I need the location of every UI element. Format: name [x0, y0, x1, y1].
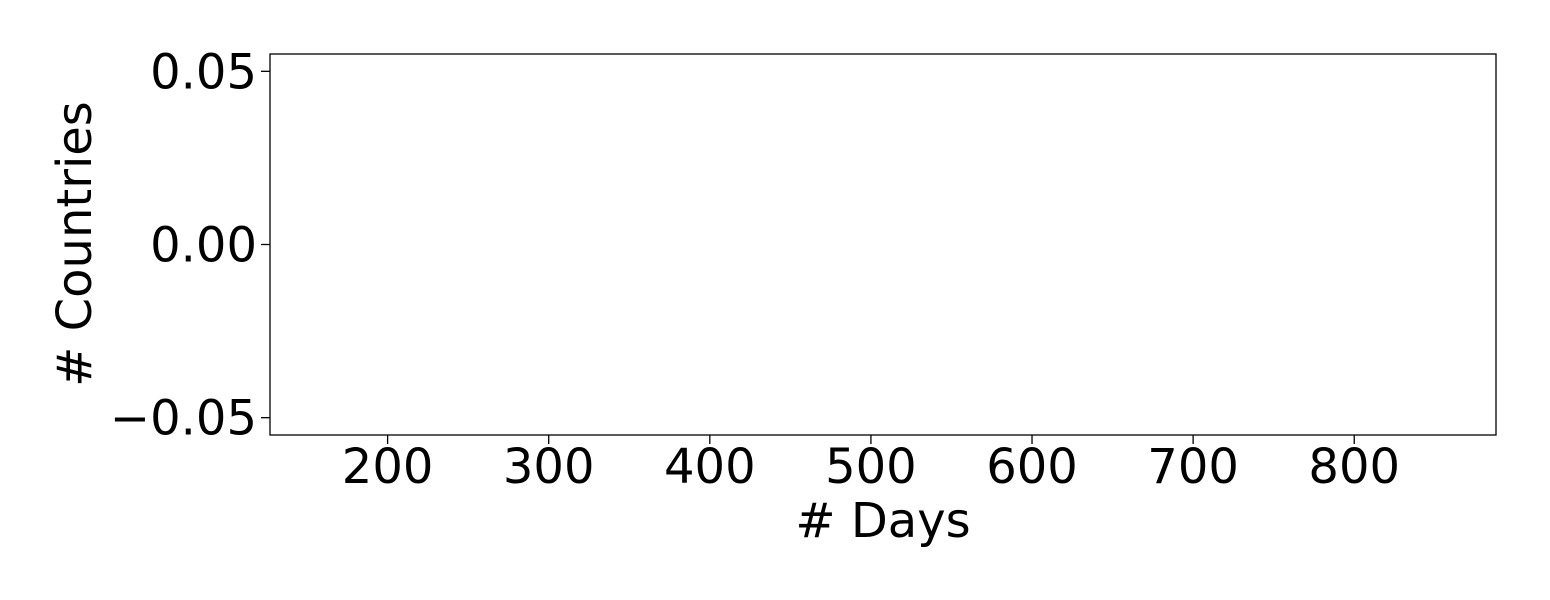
- x-axis-ticks: 200 300 400 500 600 700 800: [342, 435, 1400, 495]
- y-tick-label: 0.00: [150, 218, 257, 274]
- x-tick-label: 200: [342, 439, 434, 495]
- x-tick-label: 400: [664, 439, 756, 495]
- plot-area-frame: [269, 53, 1497, 436]
- x-tick-label: 500: [825, 439, 917, 495]
- x-tick-label: 800: [1308, 439, 1400, 495]
- y-tick-label: 0.05: [150, 44, 257, 100]
- y-axis-label: # Countries: [47, 101, 103, 387]
- y-tick-label: −0.05: [110, 391, 257, 447]
- x-tick-label: 300: [503, 439, 595, 495]
- y-axis-ticks: 0.05 0.00 −0.05: [110, 44, 270, 447]
- x-axis-label: # Days: [795, 493, 970, 549]
- x-tick-label: 600: [986, 439, 1078, 495]
- x-tick-label: 700: [1147, 439, 1239, 495]
